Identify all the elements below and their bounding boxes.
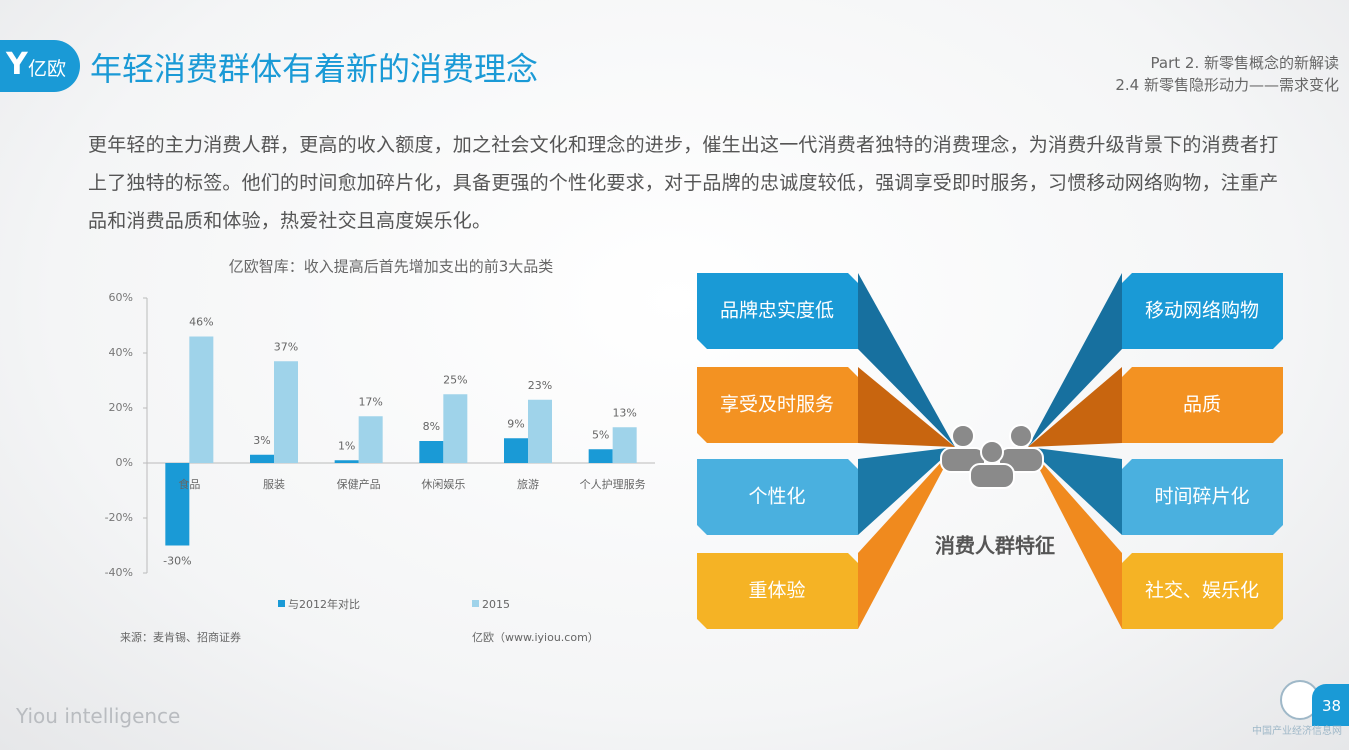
y-tick-label: -40% bbox=[105, 566, 133, 579]
fan bbox=[1028, 273, 1122, 447]
fan bbox=[858, 447, 955, 535]
value-label: 23% bbox=[528, 379, 552, 392]
value-label: 13% bbox=[612, 406, 636, 419]
person-head bbox=[951, 424, 975, 448]
bar bbox=[165, 463, 190, 546]
x-tick-label: 保健产品 bbox=[337, 477, 381, 491]
y-tick-label: 20% bbox=[109, 401, 133, 414]
value-label: 9% bbox=[507, 417, 524, 430]
x-tick-label: 服装 bbox=[263, 478, 285, 491]
feature-label: 品质 bbox=[1183, 394, 1221, 416]
bar bbox=[189, 336, 214, 463]
legend-marker bbox=[278, 600, 285, 607]
x-tick-label: 个人护理服务 bbox=[580, 477, 646, 491]
feature-box bbox=[697, 553, 858, 629]
feature-box bbox=[1122, 459, 1283, 535]
fan bbox=[858, 447, 955, 629]
value-label: 1% bbox=[338, 439, 355, 452]
watermark: 中国产业经济信息网 bbox=[1252, 726, 1342, 737]
fan bbox=[858, 273, 955, 447]
y-tick-label: -20% bbox=[105, 511, 133, 524]
legend-label: 2015 bbox=[482, 598, 510, 611]
feature-label: 享受及时服务 bbox=[720, 394, 834, 416]
bar bbox=[334, 460, 359, 463]
chart-credit: 亿欧（www.iyiou.com） bbox=[472, 631, 599, 644]
value-label: 17% bbox=[358, 395, 382, 408]
bar bbox=[504, 438, 528, 463]
feature-box bbox=[1122, 273, 1283, 349]
person-head bbox=[1009, 424, 1033, 448]
value-label: 25% bbox=[443, 373, 467, 386]
logo: Y 亿欧 bbox=[0, 40, 80, 92]
bar bbox=[612, 427, 637, 463]
bar bbox=[250, 454, 274, 463]
chart-title: 亿欧智库：收入提高后首先增加支出的前3大品类 bbox=[229, 258, 554, 276]
fan bbox=[858, 367, 955, 447]
part-label: Part 2. 新零售概念的新解读 bbox=[1150, 54, 1339, 72]
value-label: -30% bbox=[163, 555, 191, 568]
x-tick-label: 食品 bbox=[178, 477, 200, 491]
bar bbox=[358, 416, 383, 463]
value-label: 3% bbox=[253, 434, 270, 447]
feature-label: 移动网络购物 bbox=[1145, 300, 1259, 322]
diagram-center: 消费人群特征 bbox=[935, 534, 1055, 558]
feature-box bbox=[1122, 553, 1283, 629]
feature-label: 时间碎片化 bbox=[1154, 486, 1249, 508]
legend-label: 与2012年对比 bbox=[288, 597, 360, 611]
bar bbox=[528, 399, 552, 463]
person-body bbox=[969, 463, 1015, 489]
value-label: 46% bbox=[189, 316, 213, 329]
y-tick-label: 60% bbox=[109, 291, 133, 304]
logo-mark: Y bbox=[6, 47, 28, 82]
y-tick-label: 0% bbox=[116, 456, 133, 469]
x-tick-label: 休闲娱乐 bbox=[421, 477, 465, 491]
x-tick-label: 旅游 bbox=[517, 477, 539, 491]
value-label: 8% bbox=[423, 420, 440, 433]
bar bbox=[274, 361, 298, 463]
intro-text: 更年轻的主力消费人群，更高的收入额度，加之社会文化和理念的进步，催生出这一代消费… bbox=[88, 134, 1279, 232]
logo-text: 亿欧 bbox=[28, 58, 67, 80]
feature-box bbox=[697, 273, 858, 349]
feature-label: 社交、娱乐化 bbox=[1145, 580, 1259, 602]
feature-label: 品牌忠实度低 bbox=[720, 300, 834, 322]
fan bbox=[1028, 447, 1122, 535]
y-tick-label: 40% bbox=[109, 346, 133, 359]
feature-label: 个性化 bbox=[748, 486, 805, 508]
bar bbox=[588, 449, 613, 463]
slide-title: 年轻消费群体有着新的消费理念 bbox=[90, 50, 539, 88]
chart-source: 来源：麦肯锡、招商证券 bbox=[120, 630, 241, 644]
person-head bbox=[980, 440, 1004, 464]
feature-box bbox=[697, 459, 858, 535]
footer-brand: Yiou intelligence bbox=[16, 704, 181, 728]
fan bbox=[1028, 447, 1122, 629]
bar bbox=[419, 441, 444, 463]
feature-box bbox=[1122, 367, 1283, 443]
section-label: 2.4 新零售隐形动力——需求变化 bbox=[1115, 76, 1339, 94]
value-label: 37% bbox=[274, 340, 298, 353]
bar bbox=[443, 394, 468, 463]
feature-label: 重体验 bbox=[748, 580, 805, 602]
legend-marker bbox=[472, 600, 479, 607]
page-number: 38 bbox=[1322, 697, 1342, 715]
page-badge bbox=[1312, 684, 1349, 726]
value-label: 5% bbox=[592, 428, 609, 441]
feature-box bbox=[697, 367, 858, 443]
fan bbox=[1028, 367, 1122, 447]
